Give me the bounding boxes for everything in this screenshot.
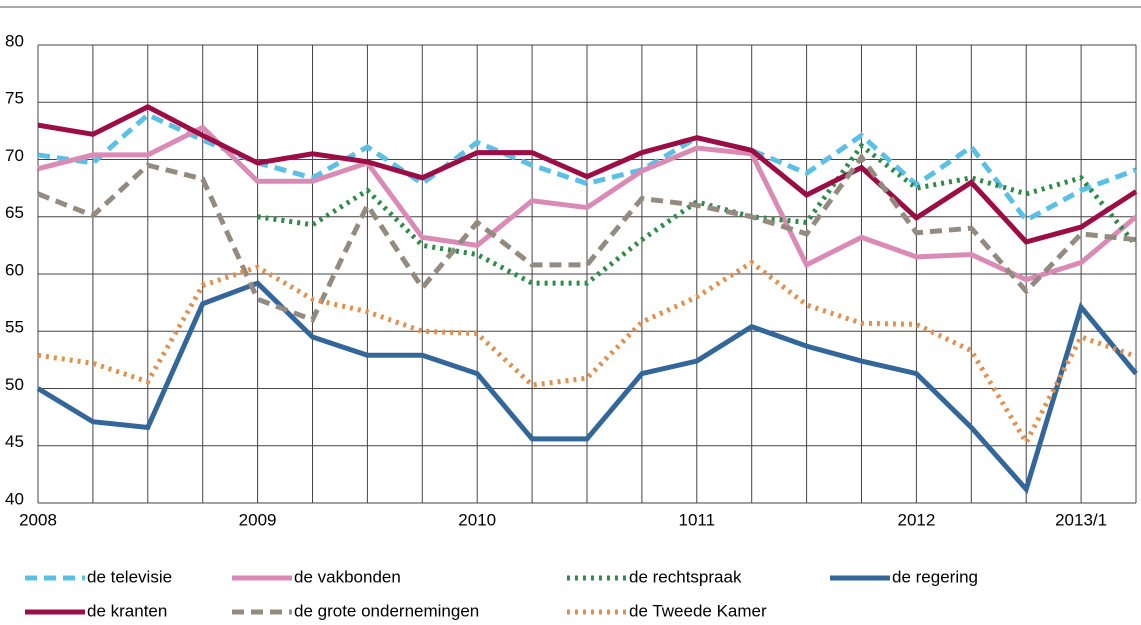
legend-label: de grote ondernemingen — [294, 601, 479, 620]
y-tick-label: 75 — [5, 89, 24, 108]
y-tick-label: 40 — [5, 489, 24, 508]
y-tick-label: 80 — [5, 31, 24, 50]
y-tick-label: 60 — [5, 260, 24, 279]
y-tick-label: 70 — [5, 146, 24, 165]
legend-label: de vakbonden — [294, 567, 401, 586]
x-tick-label: 2010 — [458, 510, 496, 529]
legend-label: de Tweede Kamer — [629, 601, 767, 620]
y-tick-label: 65 — [5, 203, 24, 222]
x-tick-label: 2009 — [239, 510, 277, 529]
series-line — [36, 280, 1138, 495]
series-line — [257, 142, 1138, 286]
series-line — [37, 259, 1137, 448]
series-line — [37, 152, 1137, 323]
legend-label: de rechtspraak — [629, 567, 742, 586]
x-tick-label: 2008 — [19, 510, 57, 529]
y-tick-label: 50 — [5, 375, 24, 394]
y-tick-label: 55 — [5, 318, 24, 337]
legend-label: de regering — [892, 567, 978, 586]
x-tick-label: 1011 — [679, 510, 716, 529]
y-tick-label: 45 — [5, 432, 24, 451]
series-line — [37, 104, 1138, 245]
x-tick-label: 2013/1 — [1055, 510, 1107, 529]
legend-label: de kranten — [87, 601, 167, 620]
x-tick-label: 2012 — [897, 510, 935, 529]
legend-label: de televisie — [87, 567, 172, 586]
